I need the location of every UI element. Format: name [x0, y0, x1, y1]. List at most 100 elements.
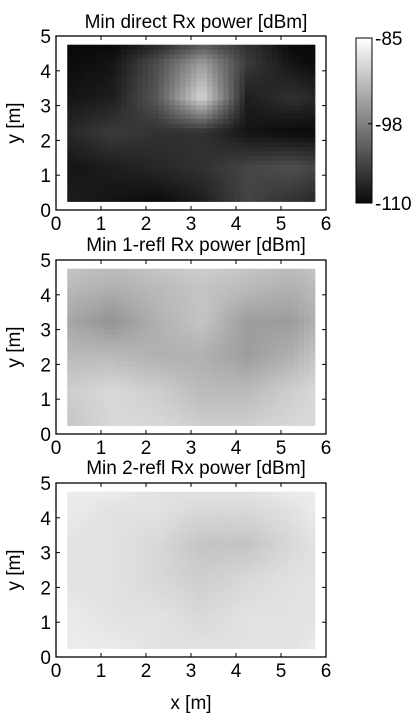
heatmap-cell	[228, 588, 235, 594]
heatmap-cell	[250, 164, 257, 170]
heatmap-cell	[191, 616, 197, 622]
heatmap-cell	[67, 602, 74, 608]
heatmap-cell	[217, 169, 224, 175]
heatmap-cell	[260, 588, 267, 594]
heatmap-cell	[121, 546, 128, 553]
heatmap-cell	[72, 187, 79, 193]
heatmap-cell	[217, 76, 224, 83]
heatmap-cell	[271, 634, 278, 640]
x-tick-label: 1	[96, 438, 107, 459]
heatmap-cell	[217, 132, 224, 138]
heatmap-cell	[104, 169, 111, 175]
heatmap-cell	[147, 291, 154, 297]
heatmap-cell	[239, 81, 246, 87]
heatmap-cell	[169, 113, 176, 119]
heatmap-cell	[115, 560, 122, 566]
heatmap-cell	[185, 310, 192, 316]
heatmap-cell	[180, 127, 187, 133]
heatmap-cell	[309, 296, 316, 302]
heatmap-cell	[169, 109, 176, 115]
heatmap-cell	[191, 388, 197, 394]
heatmap-cell	[153, 159, 160, 166]
heatmap-cell	[277, 314, 284, 320]
heatmap-cell	[126, 300, 133, 307]
heatmap-cell	[196, 402, 203, 408]
heatmap-cell	[293, 593, 300, 599]
heatmap-cell	[174, 44, 181, 50]
heatmap-cell	[126, 597, 133, 603]
heatmap-cell	[287, 510, 294, 516]
heatmap-cell	[78, 500, 84, 507]
heatmap-cell	[94, 519, 101, 525]
heatmap-cell	[239, 406, 246, 413]
heatmap-cell	[234, 328, 241, 334]
heatmap-cell	[126, 556, 133, 562]
heatmap-cell	[78, 328, 84, 334]
heatmap-cell	[115, 625, 122, 631]
heatmap-cell	[228, 300, 235, 307]
heatmap-cell	[131, 314, 138, 320]
heatmap-cell	[83, 291, 90, 297]
heatmap-cell	[201, 491, 208, 497]
heatmap-cell	[126, 146, 133, 152]
heatmap-cell	[83, 150, 90, 156]
heatmap-cell	[244, 323, 251, 330]
heatmap-cell	[239, 192, 246, 198]
heatmap-cell	[94, 150, 101, 156]
heatmap-cell	[153, 556, 160, 562]
heatmap-cell	[174, 546, 181, 553]
heatmap-cell	[104, 491, 111, 497]
heatmap-cell	[234, 528, 241, 534]
heatmap-cell	[72, 505, 79, 511]
heatmap-cell	[67, 370, 74, 376]
heatmap-cell	[185, 514, 192, 520]
heatmap-cell	[137, 402, 144, 408]
heatmap-cell	[201, 542, 208, 548]
heatmap-cell	[121, 351, 128, 357]
heatmap-cell	[212, 565, 219, 571]
heatmap-cell	[72, 192, 79, 198]
heatmap-cell	[137, 551, 144, 557]
heatmap-cell	[147, 514, 154, 520]
heatmap-cell	[131, 537, 138, 543]
heatmap-cell	[196, 291, 203, 297]
heatmap-cell	[153, 551, 160, 557]
heatmap-cell	[72, 542, 79, 548]
heatmap-cell	[266, 597, 273, 603]
heatmap-cell	[115, 164, 122, 170]
heatmap-cell	[228, 351, 235, 357]
heatmap-cell	[309, 187, 316, 193]
heatmap-cell	[83, 416, 90, 422]
heatmap-cell	[234, 420, 241, 426]
heatmap-cell	[153, 383, 160, 390]
heatmap-cell	[223, 597, 230, 603]
heatmap-cell	[255, 356, 262, 362]
heatmap-cell	[147, 505, 154, 511]
heatmap-cell	[83, 496, 90, 502]
heatmap-cell	[158, 123, 165, 129]
heatmap-cell	[99, 393, 106, 399]
heatmap-cell	[174, 192, 181, 198]
heatmap-cell	[115, 72, 122, 78]
heatmap-cell	[277, 514, 284, 520]
heatmap-cell	[78, 44, 84, 50]
heatmap-cell	[298, 597, 305, 603]
heatmap-cell	[207, 164, 214, 170]
heatmap-cell	[217, 282, 224, 288]
heatmap-cell	[142, 342, 149, 348]
heatmap-cell	[174, 505, 181, 511]
heatmap-cell	[217, 333, 224, 339]
heatmap-cell	[164, 76, 171, 83]
heatmap-cell	[169, 173, 176, 179]
heatmap-cell	[212, 310, 219, 316]
heatmap-cell	[78, 337, 84, 343]
heatmap-cell	[191, 420, 197, 426]
heatmap-cell	[174, 150, 181, 156]
heatmap-cell	[250, 393, 257, 399]
heatmap-cell	[282, 643, 289, 649]
heatmap-cell	[293, 305, 300, 311]
heatmap-cell	[67, 282, 74, 288]
heatmap-cell	[293, 597, 300, 603]
heatmap-cell	[88, 310, 95, 316]
heatmap-cell	[126, 365, 133, 371]
